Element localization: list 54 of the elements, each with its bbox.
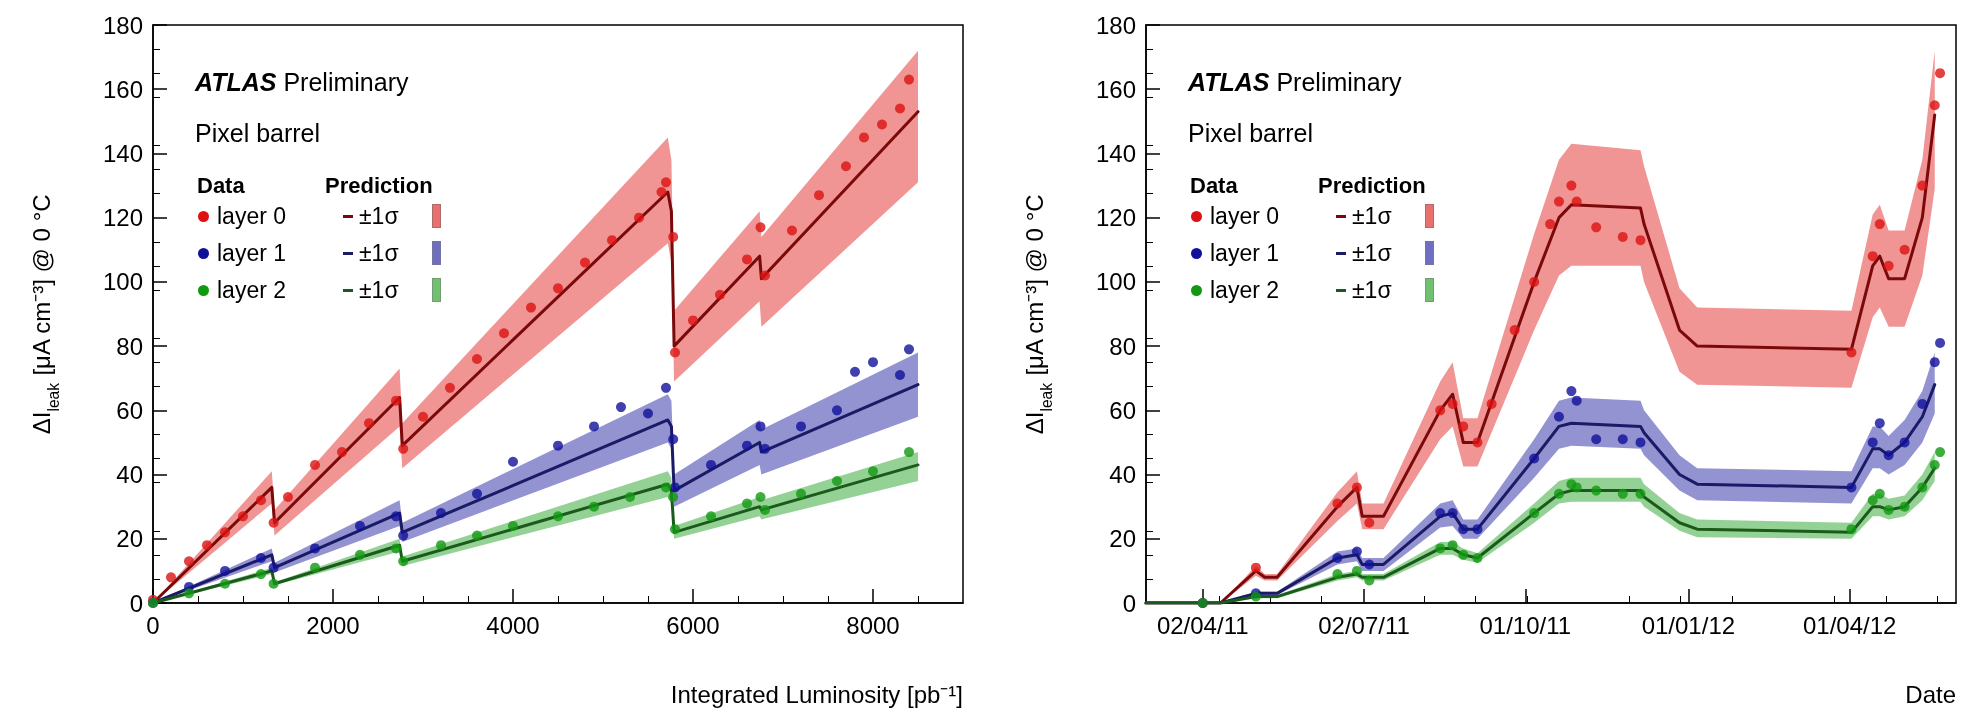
- annotation: Data: [197, 173, 245, 198]
- y-tick-label: 140: [1095, 139, 1136, 167]
- annotation: Data: [1190, 173, 1238, 198]
- y-tick-label: 60: [1109, 396, 1136, 424]
- x-axis-title: Date: [1905, 680, 1956, 708]
- legend-label: layer 1: [1210, 240, 1280, 266]
- x-tick-label: 4000: [486, 611, 540, 639]
- annotation: Pixel barrel: [195, 119, 321, 147]
- x-tick-label: 6000: [666, 611, 720, 639]
- y-tick-label: 20: [116, 525, 143, 553]
- legend-label: ±1σ: [359, 203, 399, 229]
- x-tick-label: 2000: [306, 611, 360, 639]
- y-tick-label: 0: [129, 589, 143, 617]
- y-tick-label: 160: [102, 75, 143, 103]
- x-tick-label: 01/04/12: [1802, 611, 1897, 639]
- x-tick-label: 8000: [846, 611, 900, 639]
- y-tick-label: 120: [102, 204, 143, 232]
- y-tick-label: 160: [1095, 75, 1136, 103]
- y-tick-label: 60: [116, 396, 143, 424]
- legend-label: ±1σ: [359, 240, 399, 266]
- y-tick-label: 180: [1095, 11, 1136, 39]
- y-tick-label: 100: [1095, 268, 1136, 296]
- y-tick-label: 140: [102, 139, 143, 167]
- legend-label: layer 2: [1210, 277, 1280, 303]
- y-tick-label: 40: [116, 461, 143, 489]
- legend-label: layer 2: [217, 277, 287, 303]
- y-tick-label: 180: [102, 11, 143, 39]
- legend-label: layer 1: [217, 240, 287, 266]
- y-axis-title: ΔIleak [μA cm⁻³] @ 0 °C: [1021, 194, 1055, 435]
- y-tick-label: 80: [1109, 332, 1136, 360]
- x-tick-label: 01/10/11: [1479, 611, 1572, 639]
- legend-label: ±1σ: [1352, 277, 1392, 303]
- annotation: Prediction: [1318, 173, 1426, 198]
- y-tick-label: 0: [1122, 589, 1136, 617]
- y-tick-label: 20: [1109, 525, 1136, 553]
- legend-label: ±1σ: [1352, 240, 1392, 266]
- legend-label: ±1σ: [359, 277, 399, 303]
- x-tick-label: 01/01/12: [1641, 611, 1736, 639]
- x-tick-label: 0: [146, 611, 160, 639]
- x-axis-title: Integrated Luminosity [pb⁻¹]: [670, 680, 963, 708]
- annotation: Pixel barrel: [1188, 119, 1314, 147]
- legend-label: layer 0: [217, 203, 287, 229]
- y-tick-label: 80: [116, 332, 143, 360]
- legend-label: layer 0: [1210, 203, 1280, 229]
- x-tick-label: 02/07/11: [1318, 611, 1410, 639]
- y-tick-label: 100: [102, 268, 143, 296]
- annotation: ATLAS Preliminary: [195, 68, 409, 96]
- annotation: Prediction: [325, 173, 433, 198]
- y-tick-label: 120: [1095, 204, 1136, 232]
- legend-label: ±1σ: [1352, 203, 1392, 229]
- annotation: ATLAS Preliminary: [1188, 68, 1402, 96]
- y-axis-title: ΔIleak [μA cm⁻³] @ 0 °C: [28, 194, 62, 435]
- x-tick-label: 02/04/11: [1156, 611, 1249, 639]
- y-tick-label: 40: [1109, 461, 1136, 489]
